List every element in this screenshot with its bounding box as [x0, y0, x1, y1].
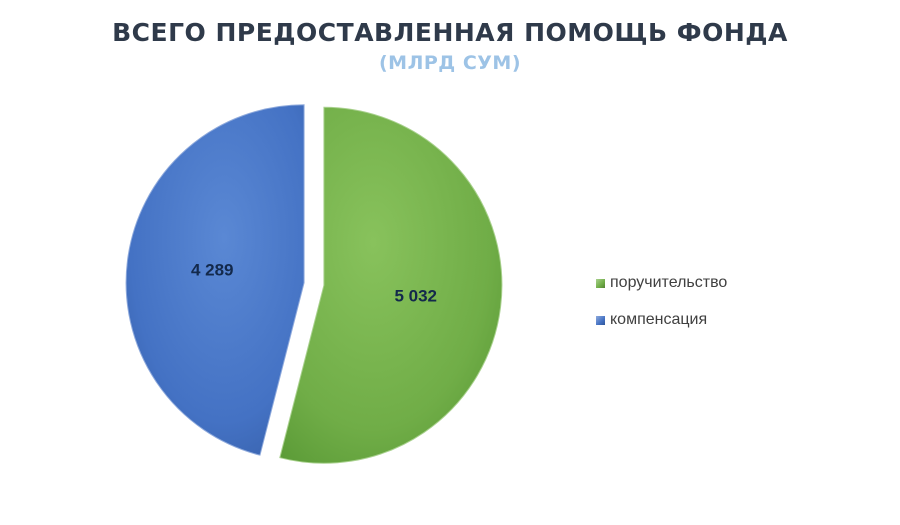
pie-slice-kompensatsiya [125, 104, 305, 456]
legend-swatch-blue [596, 315, 605, 325]
chart-title: ВСЕГО ПРЕДОСТАВЛЕННАЯ ПОМОЩЬ ФОНДА [112, 18, 788, 47]
chart-subtitle: (МЛРД СУМ) [378, 52, 522, 74]
pie-slice-poruchitelstvo [279, 106, 503, 464]
legend-item-poruchitelstvo: поручительство [596, 272, 727, 294]
legend: поручительство компенсация [596, 272, 727, 346]
legend-label: компенсация [610, 311, 708, 328]
data-label-kompensatsiya: 4 289 [191, 261, 234, 280]
legend-label: поручительство [610, 274, 728, 291]
legend-item-kompensatsiya: компенсация [596, 309, 727, 331]
data-label-poruchitelstvo: 5 032 [394, 286, 437, 305]
legend-swatch-green [596, 278, 605, 288]
